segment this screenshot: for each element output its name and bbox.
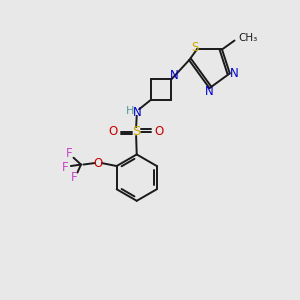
Text: O: O bbox=[94, 157, 103, 169]
Text: O: O bbox=[109, 125, 118, 138]
Text: O: O bbox=[154, 125, 164, 138]
Text: F: F bbox=[66, 147, 72, 160]
Text: S: S bbox=[191, 41, 199, 54]
Text: N: N bbox=[170, 68, 178, 82]
Text: N: N bbox=[230, 67, 239, 80]
Text: N: N bbox=[205, 85, 214, 98]
Text: F: F bbox=[62, 161, 69, 174]
Text: CH₃: CH₃ bbox=[238, 33, 257, 43]
Text: N: N bbox=[133, 106, 142, 119]
Text: S: S bbox=[132, 125, 140, 138]
Text: H: H bbox=[125, 106, 134, 116]
Text: F: F bbox=[71, 171, 78, 184]
